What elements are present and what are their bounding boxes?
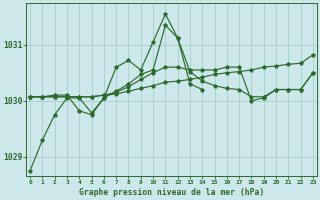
X-axis label: Graphe pression niveau de la mer (hPa): Graphe pression niveau de la mer (hPa)	[79, 188, 264, 197]
